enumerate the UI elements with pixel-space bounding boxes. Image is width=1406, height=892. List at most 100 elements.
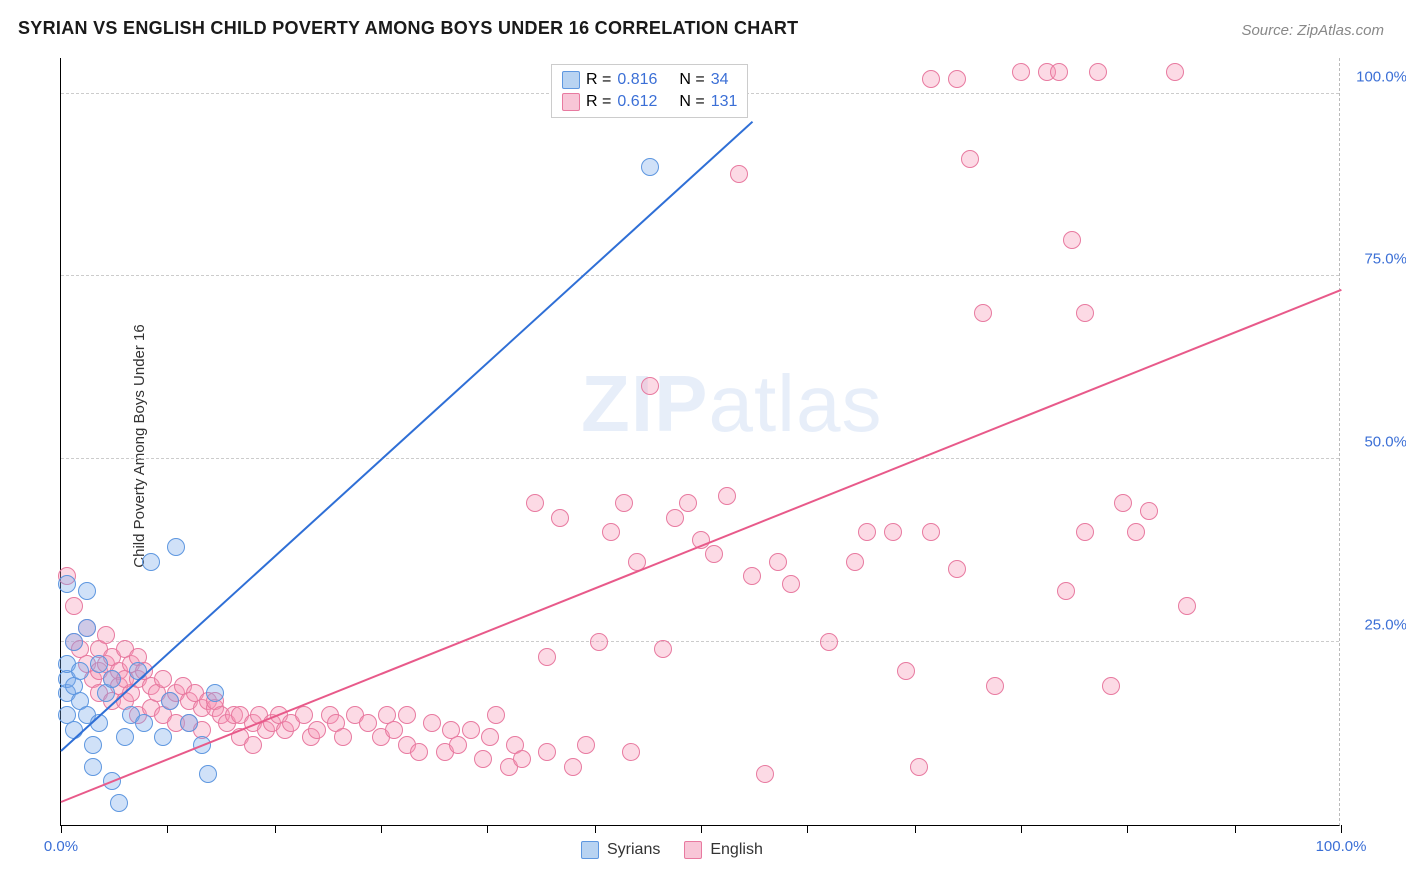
scatter-chart: ZIPatlas 25.0%50.0%75.0%100.0%0.0%100.0%…	[60, 58, 1340, 826]
legend-swatch	[581, 841, 599, 859]
scatter-point	[116, 728, 134, 746]
scatter-point	[65, 633, 83, 651]
scatter-point	[110, 794, 128, 812]
gridline-h	[61, 641, 1339, 642]
scatter-point	[974, 304, 992, 322]
gridline-h	[61, 458, 1339, 459]
scatter-point	[1050, 63, 1068, 81]
series-legend: Syrians English	[581, 841, 763, 859]
scatter-point	[1127, 523, 1145, 541]
scatter-point	[769, 553, 787, 571]
scatter-point	[84, 736, 102, 754]
scatter-point	[1102, 677, 1120, 695]
chart-title: SYRIAN VS ENGLISH CHILD POVERTY AMONG BO…	[18, 18, 798, 39]
source-attribution: Source: ZipAtlas.com	[1241, 22, 1384, 39]
scatter-point	[1063, 231, 1081, 249]
scatter-point	[180, 714, 198, 732]
n-label: N =	[679, 91, 704, 113]
scatter-point	[782, 575, 800, 593]
scatter-point	[167, 538, 185, 556]
scatter-point	[622, 743, 640, 761]
scatter-point	[84, 758, 102, 776]
scatter-point	[538, 648, 556, 666]
scatter-point	[244, 736, 262, 754]
scatter-point	[161, 692, 179, 710]
n-label: N =	[679, 69, 704, 91]
x-tick	[595, 825, 596, 833]
scatter-point	[206, 684, 224, 702]
scatter-point	[948, 70, 966, 88]
scatter-point	[1057, 582, 1075, 600]
scatter-point	[910, 758, 928, 776]
x-tick	[1021, 825, 1022, 833]
scatter-point	[705, 545, 723, 563]
n-value: 34	[711, 69, 729, 91]
scatter-point	[654, 640, 672, 658]
x-tick-label: 0.0%	[44, 838, 78, 855]
scatter-point	[90, 655, 108, 673]
scatter-point	[295, 706, 313, 724]
scatter-point	[564, 758, 582, 776]
r-value: 0.612	[617, 91, 657, 113]
scatter-point	[577, 736, 595, 754]
series-label: Syrians	[607, 841, 660, 859]
scatter-point	[666, 509, 684, 527]
r-value: 0.816	[617, 69, 657, 91]
scatter-point	[1089, 63, 1107, 81]
scatter-point	[1114, 494, 1132, 512]
correlation-legend-row: R = 0.612 N = 131	[562, 91, 737, 113]
scatter-point	[961, 150, 979, 168]
scatter-point	[1012, 63, 1030, 81]
scatter-point	[897, 662, 915, 680]
scatter-point	[78, 619, 96, 637]
series-legend-item: English	[684, 841, 762, 859]
x-tick	[381, 825, 382, 833]
scatter-point	[481, 728, 499, 746]
scatter-point	[462, 721, 480, 739]
scatter-point	[820, 633, 838, 651]
r-label: R =	[586, 91, 611, 113]
scatter-point	[756, 765, 774, 783]
scatter-point	[615, 494, 633, 512]
scatter-point	[135, 714, 153, 732]
y-tick-label: 25.0%	[1364, 617, 1406, 634]
n-value: 131	[711, 91, 738, 113]
scatter-point	[359, 714, 377, 732]
watermark: ZIPatlas	[581, 358, 882, 450]
scatter-point	[858, 523, 876, 541]
gridline-h	[61, 275, 1339, 276]
scatter-point	[679, 494, 697, 512]
x-tick	[487, 825, 488, 833]
series-legend-item: Syrians	[581, 841, 660, 859]
x-tick	[915, 825, 916, 833]
scatter-point	[474, 750, 492, 768]
scatter-point	[884, 523, 902, 541]
scatter-point	[410, 743, 428, 761]
scatter-point	[1076, 304, 1094, 322]
scatter-point	[129, 662, 147, 680]
scatter-point	[846, 553, 864, 571]
scatter-point	[385, 721, 403, 739]
scatter-point	[97, 626, 115, 644]
scatter-point	[526, 494, 544, 512]
x-tick	[1127, 825, 1128, 833]
legend-swatch	[562, 71, 580, 89]
y-tick-label: 50.0%	[1364, 434, 1406, 451]
scatter-point	[142, 553, 160, 571]
scatter-point	[1140, 502, 1158, 520]
scatter-point	[154, 670, 172, 688]
x-tick-label: 100.0%	[1316, 838, 1367, 855]
x-tick	[167, 825, 168, 833]
scatter-point	[641, 158, 659, 176]
scatter-point	[199, 765, 217, 783]
scatter-point	[513, 750, 531, 768]
scatter-point	[103, 670, 121, 688]
scatter-point	[58, 575, 76, 593]
x-tick	[61, 825, 62, 833]
x-tick	[1341, 825, 1342, 833]
legend-swatch	[684, 841, 702, 859]
trend-line	[61, 289, 1342, 803]
x-tick	[275, 825, 276, 833]
r-label: R =	[586, 69, 611, 91]
scatter-point	[1178, 597, 1196, 615]
